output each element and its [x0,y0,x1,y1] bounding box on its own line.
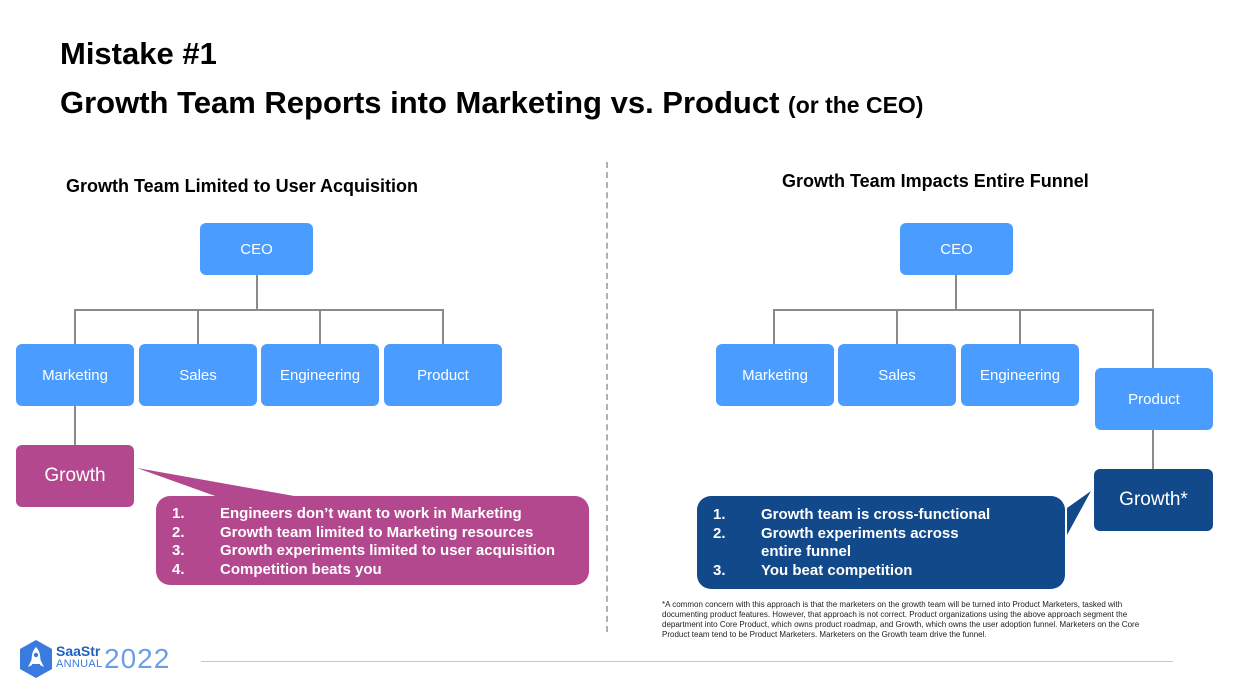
connector [74,405,76,446]
right-heading: Growth Team Impacts Entire Funnel [782,171,1089,191]
left-heading: Growth Team Limited to User Acquisition [66,176,419,196]
connector [1152,309,1154,369]
logo-brand: SaaStr [56,643,101,659]
left-engineering-box: Engineering [261,344,379,406]
connector [74,309,444,311]
footer-rule [201,661,1173,662]
logo-sub: ANNUAL [56,658,103,670]
connector [442,309,444,345]
left-sales-box: Sales [139,344,257,406]
slide-subtitle: Growth Team Reports into Marketing vs. P… [60,85,923,121]
list-item: 2. Growth team limited to Marketing resou… [172,523,534,541]
right-growth-box: Growth* [1094,469,1213,531]
footnote: *A common concern with this approach is … [662,600,1140,639]
left-product-box: Product [384,344,502,406]
left-callout: 1. Engineers don’t want to work in Market… [156,496,589,585]
saastr-rocket-logo-icon [20,640,52,678]
right-ceo-box: CEO [900,223,1013,275]
subtitle-suffix: (or the CEO) [788,92,924,118]
logo-year: 2022 [104,643,171,674]
connector [74,309,76,345]
slide-title: Mistake #1 [60,36,217,71]
panel-divider [606,162,608,632]
list-item: 3. You beat competition [713,561,913,579]
right-product-box: Product [1095,368,1213,430]
logo-wordmark: SaaStr ANNUAL [56,644,102,670]
left-growth-box: Growth [16,445,134,507]
list-item: 3. Growth experiments limited to user acq… [172,542,556,559]
connector [773,309,1153,311]
list-item: 2. Growth experiments across entire funne… [713,524,959,561]
connector [896,309,898,345]
connector [256,274,258,310]
right-engineering-box: Engineering [961,344,1079,406]
right-marketing-box: Marketing [716,344,834,406]
connector [1019,309,1021,345]
list-item: 1. Growth team is cross-functional [713,506,991,523]
left-marketing-box: Marketing [16,344,134,406]
right-sales-box: Sales [838,344,956,406]
connector [955,274,957,310]
connector [319,309,321,345]
list-item: 1. Engineers don’t want to work in Market… [172,505,522,522]
right-callout: 1. Growth team is cross-functional 2. Grow… [697,496,1065,589]
list-item: 4. Competition beats you [172,560,382,578]
left-ceo-box: CEO [200,223,313,275]
connector [773,309,775,345]
subtitle-main: Growth Team Reports into Marketing vs. P… [60,85,780,120]
connector [197,309,199,345]
connector [1152,428,1154,470]
